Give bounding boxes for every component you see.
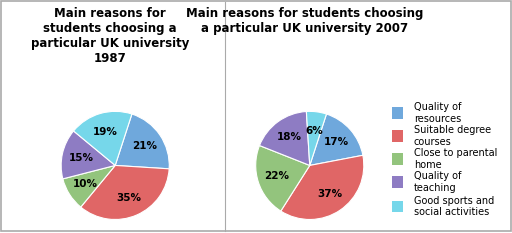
Text: 22%: 22% <box>264 171 289 181</box>
Text: Quality of
resources: Quality of resources <box>414 102 461 124</box>
Text: 35%: 35% <box>117 193 142 203</box>
Text: Good sports and
social activities: Good sports and social activities <box>414 196 494 217</box>
Text: 17%: 17% <box>324 137 349 147</box>
Text: Close to parental
home: Close to parental home <box>414 148 497 170</box>
Bar <box>392 107 402 119</box>
Bar <box>392 130 402 142</box>
Text: 18%: 18% <box>276 132 302 142</box>
Wedge shape <box>74 111 132 165</box>
Bar <box>392 201 402 212</box>
Wedge shape <box>63 165 115 207</box>
Bar <box>392 176 402 188</box>
Text: 15%: 15% <box>69 153 93 163</box>
Text: 6%: 6% <box>305 126 323 136</box>
Wedge shape <box>115 114 169 169</box>
Wedge shape <box>81 165 169 219</box>
Text: Main reasons for
students choosing a
particular UK university
1987: Main reasons for students choosing a par… <box>31 7 189 65</box>
Wedge shape <box>255 146 310 211</box>
Text: 37%: 37% <box>317 189 342 199</box>
Text: Quality of
teaching: Quality of teaching <box>414 171 461 193</box>
Wedge shape <box>310 114 363 165</box>
Text: 21%: 21% <box>132 141 157 151</box>
Text: 19%: 19% <box>93 127 118 137</box>
Text: Suitable degree
courses: Suitable degree courses <box>414 125 491 147</box>
Wedge shape <box>61 131 115 179</box>
Bar <box>392 153 402 165</box>
Text: Main reasons for students choosing
a particular UK university 2007: Main reasons for students choosing a par… <box>186 7 423 35</box>
Text: 10%: 10% <box>73 179 98 189</box>
Wedge shape <box>260 111 310 165</box>
Wedge shape <box>281 155 364 219</box>
Wedge shape <box>306 111 327 165</box>
